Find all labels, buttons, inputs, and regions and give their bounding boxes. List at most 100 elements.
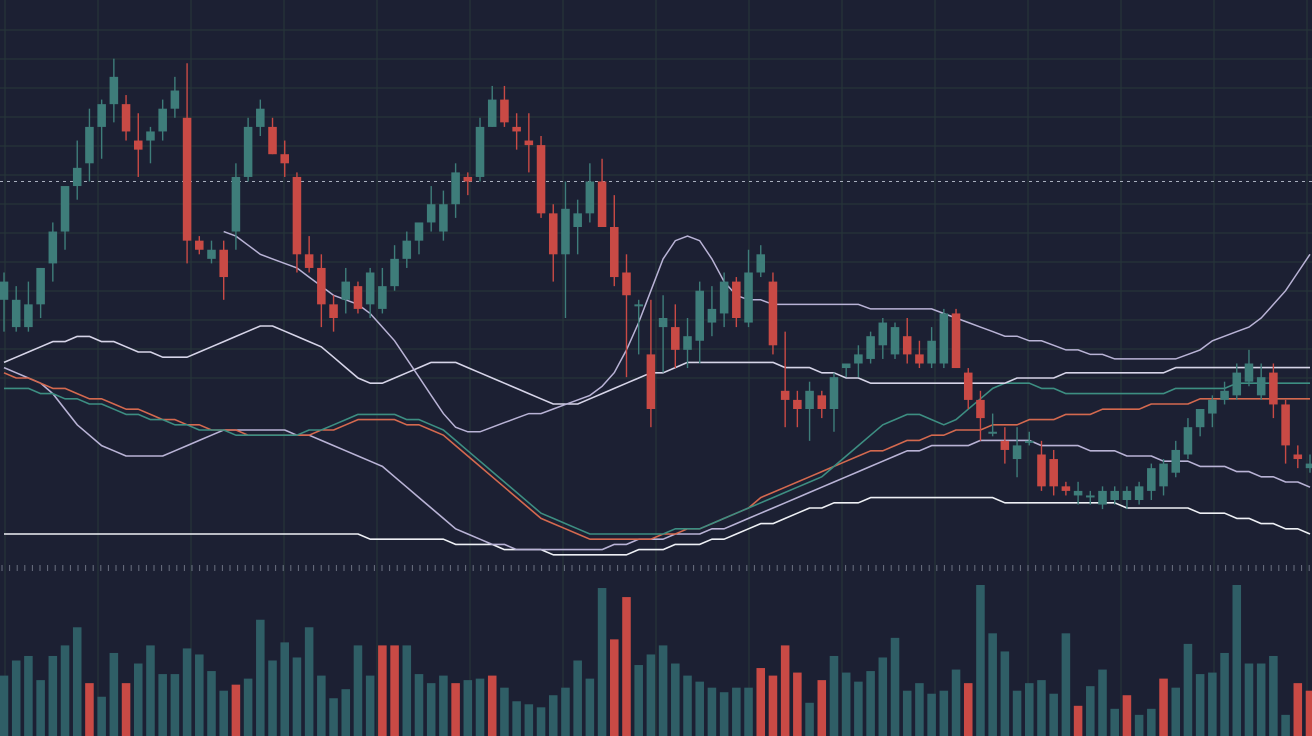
volume-bar	[866, 671, 875, 736]
volume-bar	[1220, 652, 1229, 736]
volume-bar	[146, 645, 155, 736]
volume-bar	[707, 687, 717, 736]
candle	[1049, 449, 1058, 496]
candle-body	[365, 272, 375, 305]
volume-bar	[1049, 693, 1058, 736]
candle	[1122, 486, 1132, 510]
indicator-line-1	[4, 496, 1311, 556]
candle-body	[866, 336, 875, 359]
candle	[927, 327, 936, 369]
candle-body	[1232, 372, 1242, 396]
candle	[1110, 486, 1119, 505]
candle-body	[597, 181, 607, 227]
volume-bar	[414, 674, 424, 736]
candle	[1073, 481, 1083, 505]
candle	[1037, 440, 1046, 491]
candle	[988, 413, 997, 437]
candle-body	[829, 377, 839, 409]
candle-body	[280, 154, 290, 164]
candle-body	[793, 399, 802, 409]
candle-body	[85, 126, 94, 164]
candle	[219, 240, 228, 300]
volume-bar	[976, 585, 985, 736]
candle	[1134, 481, 1144, 505]
candle-body	[902, 336, 912, 355]
candle-body	[268, 126, 277, 155]
candle-body	[1244, 363, 1254, 382]
candle-body	[158, 108, 167, 132]
candle-body	[109, 76, 119, 105]
volume-bar	[622, 597, 631, 736]
candle	[341, 267, 351, 314]
volume-bar	[927, 693, 936, 736]
candle	[744, 249, 753, 328]
volume-bar	[231, 684, 241, 736]
candle-body	[72, 167, 82, 187]
candle	[817, 390, 827, 419]
candle	[146, 126, 155, 164]
candle	[1024, 431, 1034, 446]
candle-body	[1049, 459, 1058, 487]
candle-body	[97, 104, 106, 127]
candle-body	[707, 308, 717, 323]
volume-bar	[878, 657, 888, 736]
volume-bar	[793, 672, 802, 736]
candle-body	[439, 204, 448, 232]
candle-body	[939, 313, 949, 364]
volume-bar	[1244, 663, 1254, 736]
candle-body	[536, 145, 546, 214]
candle-body	[243, 126, 253, 177]
candle	[829, 372, 839, 432]
candles	[0, 58, 1312, 510]
candle-body	[817, 395, 827, 409]
volume-bar	[317, 675, 326, 736]
volume-bar	[1269, 655, 1278, 736]
volume-bar	[817, 680, 827, 736]
candle-body	[426, 204, 436, 223]
volume-bar	[0, 675, 9, 736]
candle	[353, 281, 363, 314]
candle-body	[671, 327, 680, 350]
candle	[11, 286, 21, 332]
candle-body	[622, 272, 631, 296]
candle-body	[915, 354, 924, 364]
volume-bars	[0, 585, 1312, 736]
candle-body	[182, 117, 192, 241]
candle	[671, 304, 680, 369]
volume-bar	[451, 683, 460, 736]
candle	[378, 267, 387, 314]
candle-body	[170, 90, 180, 109]
volume-bar	[463, 680, 473, 736]
volume-bar	[988, 633, 997, 736]
candle	[1305, 454, 1312, 473]
candle-body	[1147, 468, 1156, 491]
separator-ticks	[1, 565, 1310, 571]
candle	[866, 331, 875, 364]
volume-bar	[1159, 678, 1168, 736]
indicator-line-2	[3, 366, 1311, 551]
candle-body	[1098, 490, 1107, 505]
candle-body	[1000, 440, 1010, 450]
volume-bar	[36, 680, 45, 736]
candle-body	[561, 208, 570, 255]
candle	[951, 308, 961, 369]
candle	[158, 99, 167, 141]
candle	[1208, 395, 1217, 428]
volume-bar	[1037, 680, 1046, 736]
candle-body	[317, 267, 326, 305]
volume-bar	[195, 654, 204, 736]
volume-bar	[671, 663, 680, 736]
candle	[756, 245, 766, 278]
candle-body	[121, 104, 131, 132]
candle	[268, 117, 277, 155]
candle-body	[683, 336, 692, 350]
candle-body	[146, 131, 155, 141]
volume-bar	[829, 655, 839, 736]
volume-bar	[585, 678, 595, 736]
candle	[121, 95, 131, 141]
volume-bar	[1305, 690, 1312, 736]
volume-bar	[353, 645, 363, 736]
moving-average-line	[223, 230, 1311, 433]
candle	[1000, 427, 1010, 464]
candle	[610, 195, 619, 287]
